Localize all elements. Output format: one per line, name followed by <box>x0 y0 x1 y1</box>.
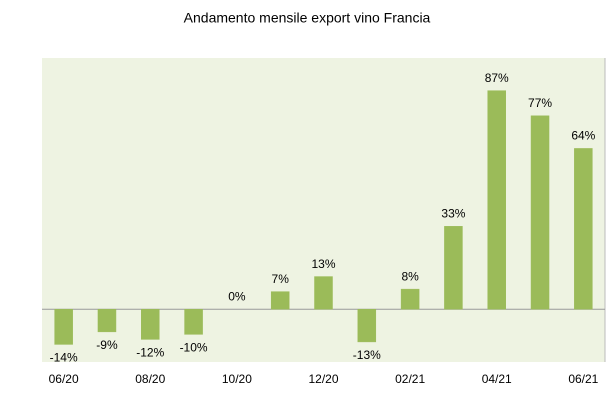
x-tick-label: 08/20 <box>135 372 165 386</box>
data-label: -13% <box>353 348 381 362</box>
plot-area <box>42 58 605 362</box>
data-label: 13% <box>311 257 335 271</box>
bar <box>141 308 160 340</box>
bar <box>314 276 333 310</box>
x-tick-label: 06/20 <box>49 372 79 386</box>
x-tick-label: 06/21 <box>568 372 598 386</box>
data-label: 8% <box>401 269 419 283</box>
bar <box>270 291 290 310</box>
data-label: -9% <box>96 338 118 352</box>
data-label: 87% <box>485 71 509 85</box>
data-label: 77% <box>528 96 552 110</box>
bar <box>487 90 506 310</box>
data-label: -12% <box>136 346 164 360</box>
chart-title: Andamento mensile export vino Francia <box>184 10 431 26</box>
data-label: -10% <box>180 341 208 355</box>
bar <box>530 115 550 310</box>
x-tick-label: 04/21 <box>482 372 512 386</box>
bar <box>97 308 117 333</box>
bar <box>357 308 377 343</box>
bar <box>400 288 420 310</box>
bar <box>54 308 73 345</box>
x-tick-label: 10/20 <box>222 372 252 386</box>
data-label: 64% <box>571 129 595 143</box>
data-label: -14% <box>50 351 78 365</box>
x-tick-label: 12/20 <box>308 372 338 386</box>
bar <box>184 308 203 335</box>
bar <box>574 148 593 310</box>
data-label: 33% <box>441 207 465 221</box>
x-tick-label: 02/21 <box>395 372 425 386</box>
data-label: 0% <box>228 289 246 303</box>
data-label: 7% <box>272 272 290 286</box>
bar <box>444 226 463 310</box>
